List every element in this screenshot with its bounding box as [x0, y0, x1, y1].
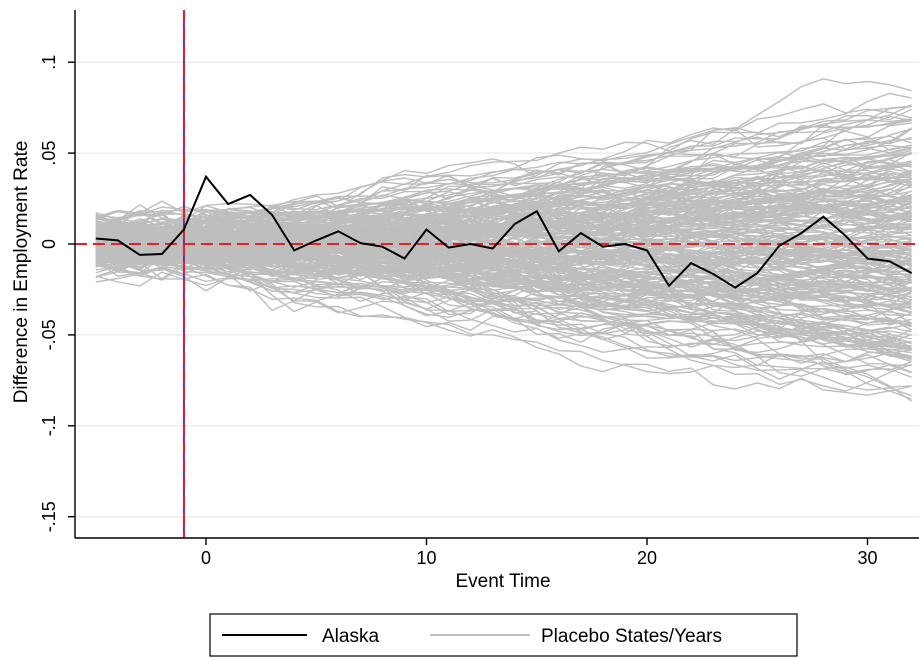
x-tick-label-3: 30: [857, 548, 877, 568]
y-tick-label-5: .1: [39, 55, 59, 70]
placebo-line-251: [95, 225, 912, 258]
placebo-line-200: [95, 247, 912, 397]
y-tick-label-2: -.05: [39, 319, 59, 350]
placebo-line-224: [95, 241, 912, 290]
placebo-line-253: [95, 152, 912, 249]
placebo-line-235: [95, 259, 912, 332]
alaska-series-group: [95, 174, 913, 289]
y-tick-label-4: .05: [39, 141, 59, 166]
placebo-line-225: [95, 226, 912, 392]
placebo-line-222: [95, 205, 913, 286]
y-tick-label-3: 0: [39, 239, 59, 249]
placebo-line-254: [95, 152, 912, 252]
placebo-line-201: [95, 161, 912, 248]
x-tick-label-2: 20: [637, 548, 657, 568]
alaska-line: [95, 174, 913, 289]
x-tick-label-0: 0: [201, 548, 211, 568]
placebo-line-246: [95, 186, 912, 263]
placebo-series-group: [95, 78, 913, 402]
placebo-line-219: [95, 220, 912, 328]
y-axis-title: Difference in Employment Rate: [11, 141, 32, 404]
placebo-line-256: [95, 226, 912, 284]
placebo-line-204: [95, 271, 912, 325]
placebo-line-252: [95, 268, 912, 312]
placebo-line-221: [95, 118, 912, 250]
placebo-line-213: [95, 248, 912, 400]
placebo-line-250: [95, 205, 912, 291]
tick-labels: 0 10 20 30 -.15 -.1 -.05 0 .05 .1: [39, 55, 878, 568]
placebo-line-211: [95, 108, 912, 246]
placebo-line-255: [95, 225, 912, 260]
legend-label-alaska: Alaska: [322, 626, 379, 647]
placebo-line-257: [95, 206, 912, 265]
placebo-line-259: [95, 159, 912, 253]
placebo-line-249: [95, 210, 912, 247]
placebo-line-227: [95, 173, 912, 238]
legend-label-placebo: Placebo States/Years: [541, 626, 722, 647]
y-tick-label-1: -.1: [39, 415, 59, 436]
x-axis-title: Event Time: [455, 571, 550, 592]
placebo-line-240: [95, 203, 912, 260]
placebo-line-226: [95, 229, 912, 358]
x-tick-label-1: 10: [416, 548, 436, 568]
placebo-line-242: [95, 163, 912, 238]
placebo-line-241: [95, 244, 912, 359]
placebo-line-237: [95, 229, 912, 402]
axes: [74, 10, 919, 539]
legend: Alaska Placebo States/Years: [209, 613, 798, 657]
placebo-line-230: [95, 138, 912, 235]
placebo-line-258: [95, 212, 912, 304]
placebo-line-238: [95, 240, 912, 301]
y-tick-label-0: -.15: [39, 501, 59, 532]
placebo-line-188: [95, 190, 912, 242]
